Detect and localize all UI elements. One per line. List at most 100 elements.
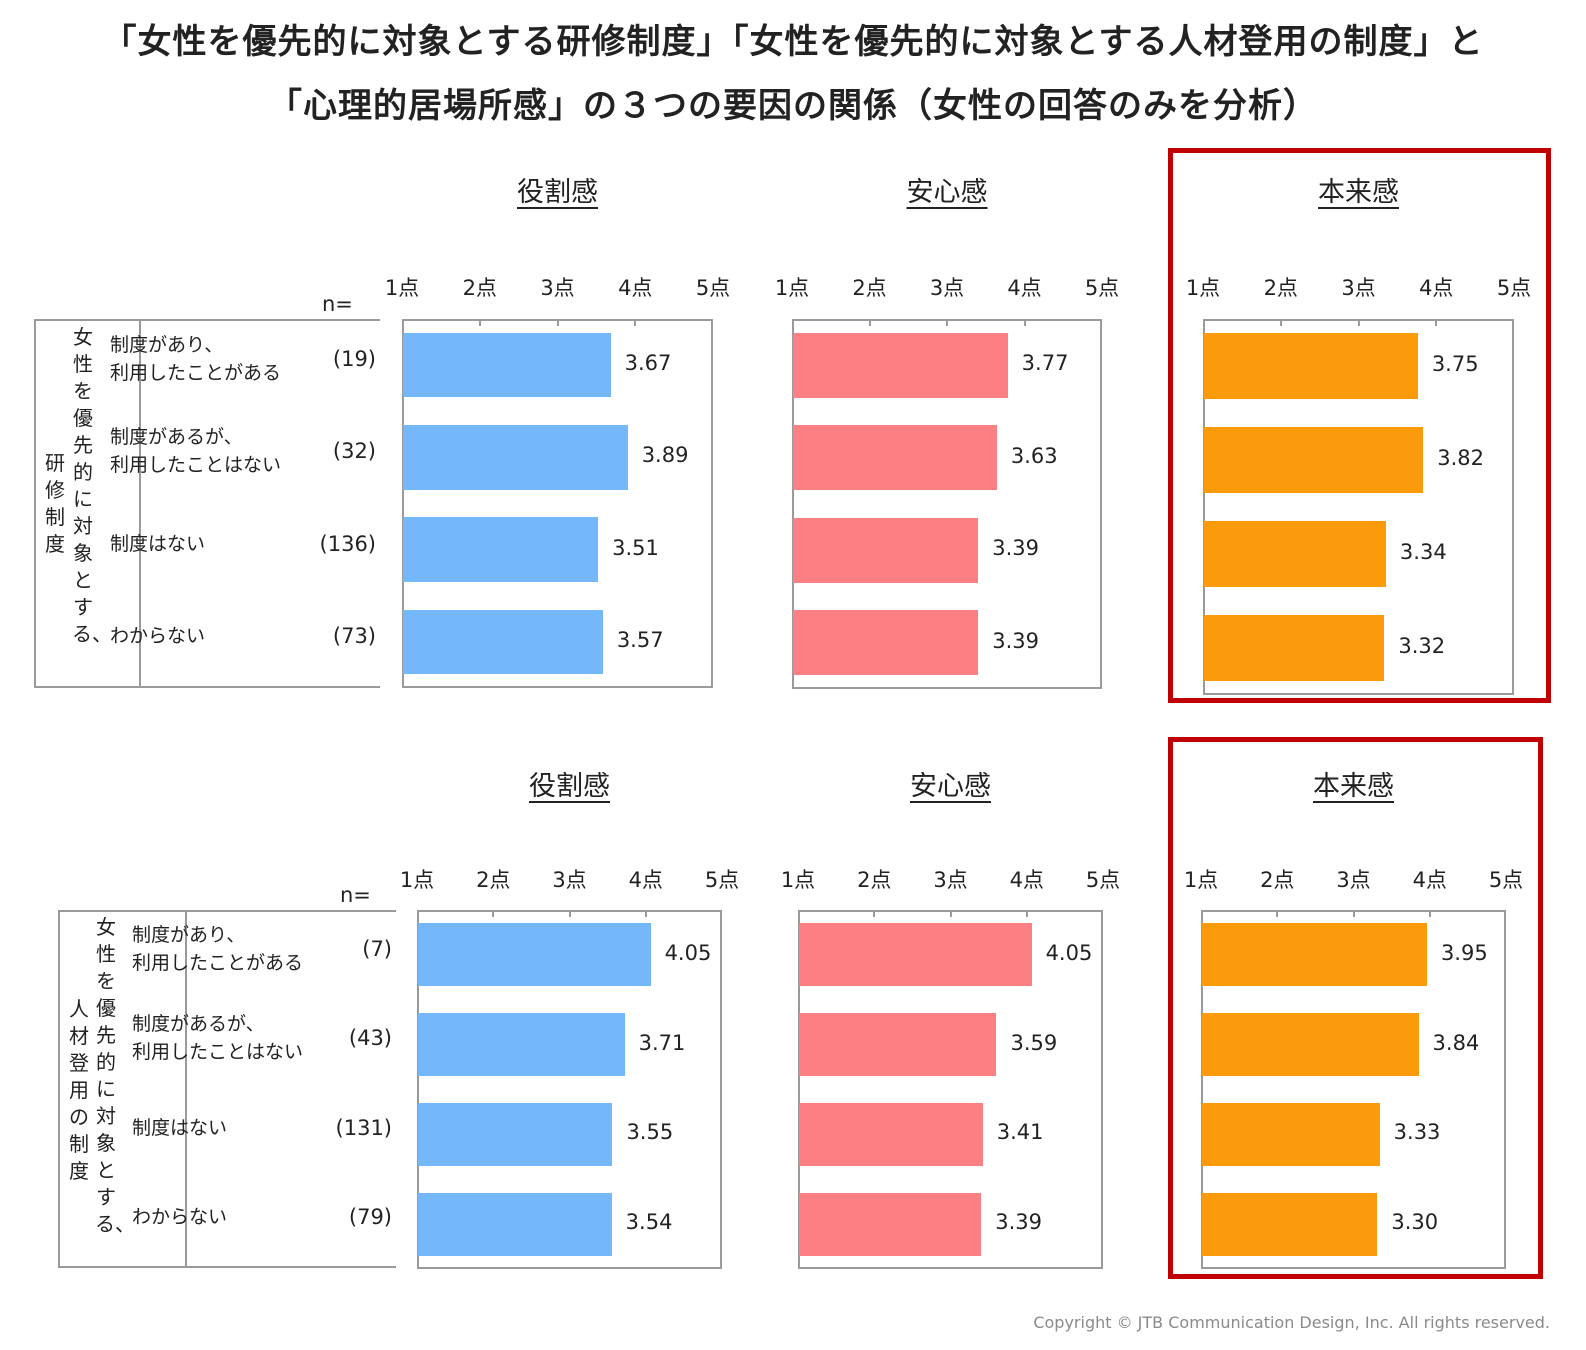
row-n-count: (136) [319, 531, 376, 556]
bar-security [799, 1102, 983, 1166]
x-tick-mark [644, 910, 647, 917]
bar-role [418, 923, 651, 987]
x-tick-label: 4点 [618, 276, 653, 300]
data-label: 3.41 [996, 1120, 1044, 1145]
bar-role [418, 1013, 625, 1077]
row-label: 制度があり、 利用したことがある [132, 921, 303, 977]
row-label: わからない [132, 1203, 227, 1231]
bar-security [799, 1013, 997, 1077]
data-label: 3.89 [641, 443, 689, 468]
group-label-vertical-1: 人材登用の制度 [69, 997, 89, 1183]
x-tick-label: 2点 [462, 276, 497, 300]
data-label: 3.51 [612, 535, 659, 560]
bar-security [793, 610, 979, 676]
x-tick-mark [568, 910, 571, 917]
bar-authenticity [1202, 1192, 1378, 1256]
bar-security [793, 332, 1008, 398]
x-tick-label: 5点 [1084, 276, 1120, 300]
x-tick-label: 1点 [399, 868, 435, 892]
group-table-frame [34, 319, 380, 688]
bar-role [403, 609, 603, 675]
group-table-frame [58, 910, 396, 1268]
data-label: 3.59 [1010, 1030, 1058, 1055]
x-tick-label: 5点 [1496, 276, 1532, 300]
data-label: 3.32 [1398, 634, 1446, 658]
row-n-count: (7) [362, 936, 392, 961]
n-header: n= [322, 292, 353, 316]
x-tick-mark [1357, 319, 1360, 326]
bar-authenticity [1202, 1102, 1380, 1166]
data-label: 3.82 [1437, 446, 1485, 470]
x-tick-label: 1点 [384, 276, 420, 300]
x-tick-mark [1428, 910, 1431, 917]
x-tick-mark [1352, 910, 1355, 917]
data-label: 3.54 [625, 1210, 673, 1235]
data-label: 3.67 [624, 351, 672, 376]
x-tick-label: 2点 [857, 868, 892, 892]
data-label: 3.55 [626, 1120, 674, 1145]
copyright-notice: Copyright © JTB Communication Design, In… [1033, 1313, 1550, 1332]
bar-role [418, 1192, 612, 1256]
x-tick-label: 4点 [1007, 276, 1042, 300]
x-tick-label: 3点 [1336, 868, 1371, 892]
x-tick-label: 5点 [1085, 868, 1121, 892]
x-tick-label: 4点 [628, 868, 663, 892]
x-tick-label: 1点 [780, 868, 816, 892]
bar-authenticity [1204, 615, 1385, 681]
group-label-vertical-1: 研修制度 [45, 451, 65, 556]
row-label-line: 制度があり、 [132, 923, 246, 946]
x-tick-label: 3点 [540, 276, 575, 300]
bar-authenticity [1204, 333, 1418, 399]
row-n-count: (73) [332, 623, 376, 648]
row-label: わからない [110, 622, 205, 650]
x-tick-label: 2点 [476, 868, 511, 892]
x-tick-label: 5点 [1488, 868, 1524, 892]
data-label: 3.71 [638, 1030, 686, 1055]
data-label: 3.39 [992, 536, 1039, 561]
data-label: 3.30 [1391, 1210, 1439, 1235]
bar-role [403, 332, 611, 398]
panel-title-authenticity: 本来感 [1318, 177, 1399, 208]
row-label-line: 利用したことがある [110, 362, 282, 385]
panel-title-security: 安心感 [906, 177, 988, 208]
data-label: 3.77 [1021, 351, 1069, 376]
x-tick-label: 2点 [1260, 868, 1295, 892]
row-n-count: (19) [332, 347, 376, 372]
data-label: 3.84 [1432, 1030, 1480, 1055]
x-tick-mark [868, 319, 871, 326]
row-label-line: 制度があるが、 [110, 426, 243, 449]
row-label-line: 制度はない [132, 1116, 228, 1139]
row-n-count: (43) [348, 1026, 392, 1051]
bar-authenticity [1202, 923, 1427, 987]
bar-security [793, 425, 997, 491]
bar-security [799, 923, 1032, 987]
x-tick-label: 1点 [1183, 868, 1219, 892]
bar-authenticity [1204, 521, 1386, 587]
data-label: 3.95 [1440, 940, 1488, 965]
group-table-divider [139, 319, 141, 688]
x-tick-label: 3点 [1341, 276, 1376, 300]
x-tick-mark [492, 910, 495, 917]
x-tick-mark [873, 910, 876, 917]
x-tick-mark [946, 319, 948, 326]
row-label-line: 利用したことはない [110, 454, 282, 477]
bar-authenticity [1204, 427, 1424, 493]
row-n-count: (79) [348, 1205, 392, 1230]
x-tick-label: 4点 [1009, 868, 1044, 892]
x-tick-mark [949, 910, 952, 917]
x-tick-mark [556, 319, 559, 326]
bar-role [403, 425, 628, 490]
row-n-count: (131) [335, 1115, 392, 1140]
x-tick-mark [634, 319, 637, 326]
x-tick-label: 4点 [1412, 868, 1447, 892]
panel-title-role: 役割感 [517, 177, 598, 208]
row-label-line: わからない [110, 624, 206, 647]
row-label-line: 利用したことはない [132, 1041, 304, 1064]
bar-security [793, 517, 979, 583]
highlight-frame [1168, 737, 1543, 1279]
row-label-line: 制度があるが、 [132, 1013, 265, 1036]
x-tick-label: 3点 [929, 276, 965, 300]
data-label: 3.63 [1010, 443, 1058, 468]
group-label-vertical-2: 女性を優先的に対象とする、 [72, 325, 112, 646]
row-label-line: わからない [132, 1206, 228, 1229]
